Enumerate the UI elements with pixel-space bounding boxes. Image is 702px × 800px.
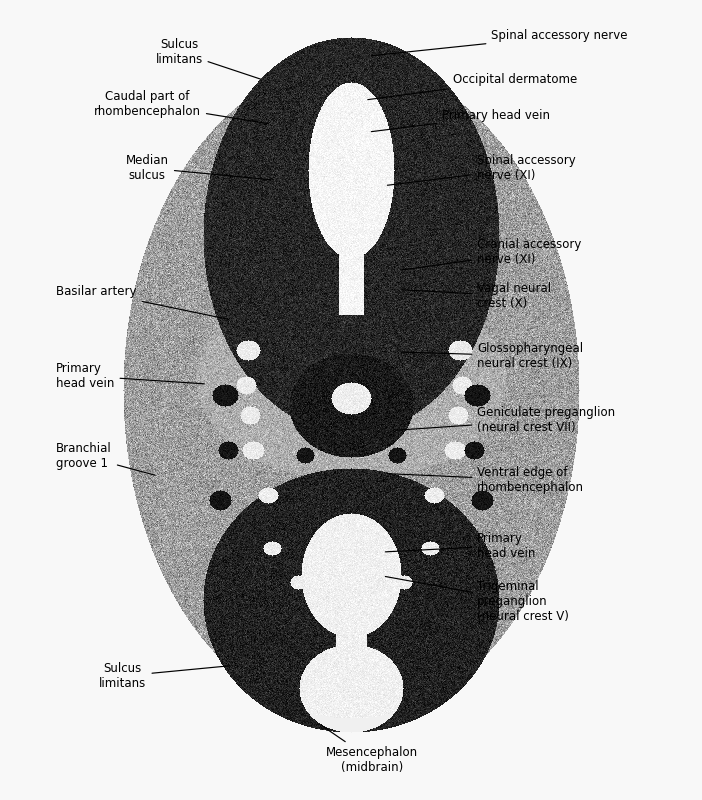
Text: Primary
head vein: Primary head vein bbox=[56, 362, 204, 390]
Text: Trigeminal
preganglion
(neural crest V): Trigeminal preganglion (neural crest V) bbox=[385, 577, 569, 623]
Text: Sulcus
limitans: Sulcus limitans bbox=[155, 38, 260, 79]
Text: Spinal accessory
nerve (XI): Spinal accessory nerve (XI) bbox=[388, 154, 576, 186]
Text: Occipital dermatome: Occipital dermatome bbox=[368, 74, 577, 100]
Text: Primary head vein: Primary head vein bbox=[371, 110, 550, 132]
Text: Branchial
groove 1: Branchial groove 1 bbox=[56, 442, 155, 475]
Text: Primary
head vein: Primary head vein bbox=[385, 532, 536, 560]
Text: Basilar artery: Basilar artery bbox=[56, 286, 229, 319]
Text: Sulcus
limitans: Sulcus limitans bbox=[99, 662, 229, 690]
Text: Spinal accessory nerve: Spinal accessory nerve bbox=[371, 30, 628, 56]
Text: Vagal neural
crest (X): Vagal neural crest (X) bbox=[402, 282, 552, 310]
Text: Ventral edge of
rhombencephalon: Ventral edge of rhombencephalon bbox=[389, 466, 584, 494]
Text: Median
sulcus: Median sulcus bbox=[126, 154, 271, 182]
Text: Geniculate preganglion
(neural crest VII): Geniculate preganglion (neural crest VII… bbox=[396, 406, 616, 434]
Text: Glossopharyngeal
neural crest (IX): Glossopharyngeal neural crest (IX) bbox=[402, 342, 583, 370]
Text: Caudal part of
rhombencephalon: Caudal part of rhombencephalon bbox=[94, 90, 267, 123]
Text: Mesencephalon
(midbrain): Mesencephalon (midbrain) bbox=[322, 726, 418, 774]
Text: Cranial accessory
nerve (XI): Cranial accessory nerve (XI) bbox=[402, 238, 582, 270]
